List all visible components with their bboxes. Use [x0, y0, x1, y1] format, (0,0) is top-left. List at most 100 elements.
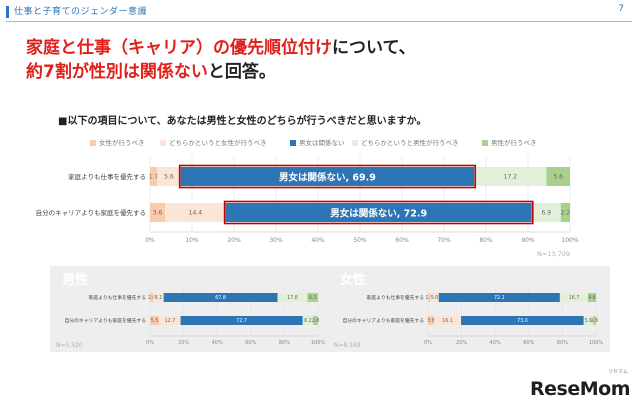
data-label: 3.6 [427, 318, 435, 324]
legend-swatch-male [482, 140, 488, 146]
bar-male [307, 293, 318, 302]
bar-lean-male [474, 167, 547, 186]
headline-line2-black: と回答。 [207, 62, 276, 82]
x-tick-label: 100% [561, 237, 578, 244]
female-panel-title: 女性 [340, 273, 367, 288]
bar-lean-male [277, 293, 308, 302]
highlight-box [223, 200, 534, 225]
bar-lean-male [559, 293, 588, 302]
category-label: 自分のキャリアよりも家庭を優先する [343, 317, 425, 324]
bar-male [313, 316, 318, 325]
main-stacked-bar-chart: 0% 10% 20% 30% 40% 50% 60% 70% 80% 90% 100% 家庭よりも仕事… [36, 156, 579, 258]
category-label: 家庭よりも仕事を優先する [89, 294, 147, 301]
header-accent-bar [6, 6, 9, 18]
page-number: 7 [618, 4, 624, 14]
x-tick-label: 80% [279, 340, 290, 346]
data-label: 6.9 [541, 210, 551, 217]
bar-lean-female [159, 316, 181, 325]
legend-swatch-female [90, 140, 96, 146]
headline: 家庭と仕事（キャリア）の優先順位付けについて、 約7割が性別は関係ないと回答。 [26, 36, 416, 84]
bar-lean-male [583, 316, 594, 325]
bar-female [428, 316, 435, 325]
bar-female [150, 293, 154, 302]
legend-label-female: 女性が行うべき [99, 139, 145, 147]
bar-male [546, 167, 570, 186]
slide-header: 仕事と子育てのジェンダー意識 7 [0, 0, 640, 22]
data-label: 6.2 [304, 318, 312, 324]
data-label: 5.6 [585, 318, 593, 324]
bar-lean-female [153, 293, 164, 302]
x-tick-label: 40% [212, 340, 223, 346]
data-label: 3.6 [153, 210, 163, 217]
data-label: 5.6 [553, 174, 563, 181]
x-tick-label: 80% [479, 237, 493, 244]
legend-item-lean-female: どちらかというと女性が行うべき [160, 137, 267, 147]
data-label: 17.2 [504, 174, 518, 181]
data-label: 5.6 [164, 174, 174, 181]
bar-lean-female [157, 167, 181, 186]
bar-lean-female [430, 293, 439, 302]
data-label: 17.8 [287, 295, 298, 301]
data-label: 72.7 [236, 318, 247, 324]
x-tick-label: 60% [523, 340, 534, 346]
male-panel: 男性 0% 20% 40% 60% 80% 100% 家庭よりも仕事を優先する 2.0 6.1 6… [50, 266, 332, 352]
x-tick-label: 40% [311, 237, 325, 244]
x-tick-label: 70% [437, 237, 451, 244]
highlight-label: 男女は関係ない, 72.9 [330, 208, 427, 220]
slide-title: 仕事と子育てのジェンダー意識 [14, 7, 148, 17]
x-tick-label: 20% [456, 340, 467, 346]
headline-line1-black: について、 [332, 38, 416, 58]
x-tick-label: 0% [146, 340, 154, 346]
bar-male [587, 293, 596, 302]
bar-female [150, 203, 166, 222]
data-label: 1.7 [149, 174, 159, 181]
legend-label-no-gender: 男女は関係ない [299, 139, 345, 147]
bar-female [428, 293, 431, 302]
legend-label-lean-female: どちらかというと女性が行うべき [169, 139, 267, 147]
bar-lean-male [302, 316, 314, 325]
survey-question: ■以下の項目について、あなたは男性と女性のどちらが行うべきだと思いますか。 [58, 116, 427, 127]
bar-female [150, 167, 158, 186]
data-label: 1.4 [425, 295, 433, 301]
data-label: 73.0 [517, 318, 528, 324]
x-tick-label: 60% [395, 237, 409, 244]
bar-lean-male [531, 203, 561, 222]
bar-no-gender [163, 293, 278, 302]
category-label: 家庭よりも仕事を優先する [68, 172, 146, 181]
female-stacked-bar-chart: 0% 20% 40% 60% 80% 100% 家庭よりも仕事を優先する 1.45.0 72.1… [343, 288, 603, 346]
headline-line1-red: 家庭と仕事（キャリア）の優先順位付け [26, 38, 332, 58]
data-label: 6.3 [309, 295, 317, 301]
header-divider [6, 21, 632, 22]
data-label: 1.6 [591, 318, 599, 324]
x-tick-label: 30% [269, 237, 283, 244]
legend-swatch-lean-female [160, 140, 166, 146]
data-label: 12.7 [165, 318, 176, 324]
male-stacked-bar-chart: 0% 20% 40% 60% 80% 100% 家庭よりも仕事を優先する 2.0 6.1 67.8… [65, 288, 325, 346]
bar-no-gender [461, 316, 584, 325]
male-panel-title: 男性 [62, 273, 89, 288]
data-label: 5.5 [151, 318, 159, 324]
bar-lean-female [165, 203, 226, 222]
resemom-logo: ReseMom [530, 378, 630, 400]
legend-item-male: 男性が行うべき [482, 137, 537, 147]
logo-subtitle: リセマム [607, 369, 628, 375]
x-tick-label: 20% [178, 340, 189, 346]
legend-item-lean-male: どちらかというと男性が行うべき [352, 137, 459, 147]
data-label: 14.4 [189, 210, 203, 217]
data-label: 4.8 [588, 295, 596, 301]
data-label: 67.8 [215, 295, 226, 301]
bar-female [150, 316, 160, 325]
x-tick-label: 40% [490, 340, 501, 346]
legend-swatch-no-gender [290, 140, 296, 146]
female-sample-size: N=8,189 [334, 342, 361, 349]
headline-line2-red: 約7割が性別は関係ない [26, 62, 208, 82]
male-sample-size: N=5,520 [56, 342, 83, 349]
x-tick-label: 0% [424, 340, 432, 346]
x-tick-label: 10% [185, 237, 199, 244]
bar-no-gender [180, 316, 303, 325]
data-label: 72.1 [494, 295, 505, 301]
bar-male [560, 203, 570, 222]
category-label: 家庭よりも仕事を優先する [367, 294, 425, 301]
highlight-box [178, 164, 477, 189]
legend-label-male: 男性が行うべき [491, 139, 537, 147]
